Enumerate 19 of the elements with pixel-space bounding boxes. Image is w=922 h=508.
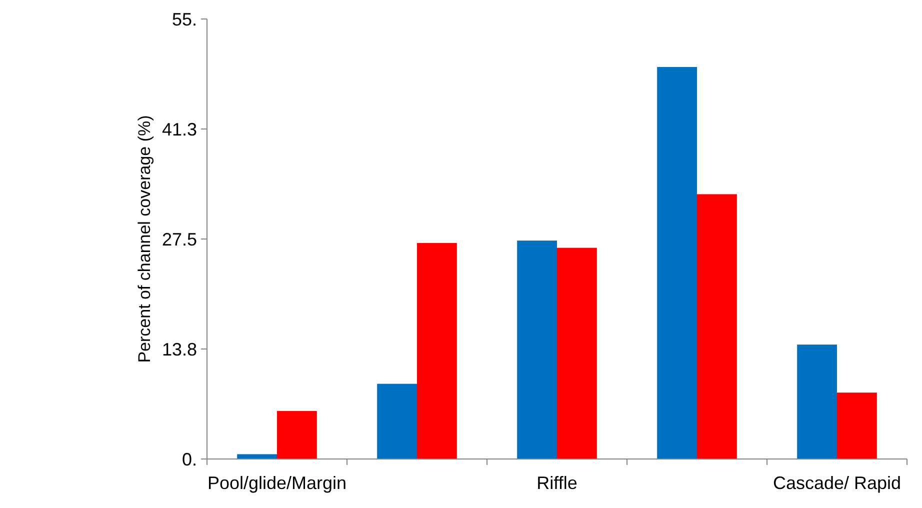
x-tick-label: Riffle [536,473,578,493]
y-tick-label: 13.8 [162,339,197,360]
bar [417,243,457,459]
bar [797,344,837,459]
bar [237,454,277,459]
bar [377,384,417,459]
x-tick-label: Pool/glide/Margin [207,473,347,493]
bar [697,194,737,459]
y-tick-label: 55. [172,9,197,30]
y-tick-label: 0. [182,449,197,470]
bar [277,411,317,459]
y-axis-title: Percent of channel coverage (%) [135,115,154,363]
bar [557,248,597,459]
y-tick-label: 41.3 [162,119,197,140]
bar [657,67,697,459]
x-tick-label: Cascade/ Rapid [772,473,902,493]
bar [837,392,877,459]
y-tick-label: 27.5 [162,229,197,250]
bar [517,240,557,459]
